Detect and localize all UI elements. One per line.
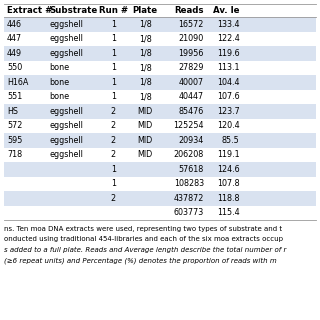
Text: 1: 1 <box>111 179 116 188</box>
Text: (≥6 repeat units) and Percentage (%) denotes the proportion of reads with m: (≥6 repeat units) and Percentage (%) den… <box>4 258 277 264</box>
Text: 1: 1 <box>111 92 116 101</box>
Text: 57618: 57618 <box>179 165 204 174</box>
Text: 1/8: 1/8 <box>139 20 152 29</box>
Text: 1: 1 <box>111 20 116 29</box>
Text: 40447: 40447 <box>179 92 204 101</box>
Text: 107.8: 107.8 <box>217 179 240 188</box>
Text: s added to a full plate. Reads and Average length describe the total number of r: s added to a full plate. Reads and Avera… <box>4 247 286 253</box>
Text: 27829: 27829 <box>178 63 204 72</box>
Bar <box>4 4 316 17</box>
Text: eggshell: eggshell <box>49 34 83 43</box>
Bar <box>4 133 316 148</box>
Text: 595: 595 <box>7 136 22 145</box>
Text: 123.7: 123.7 <box>217 107 240 116</box>
Text: 122.4: 122.4 <box>217 34 240 43</box>
Text: 2: 2 <box>111 121 116 130</box>
Text: 108283: 108283 <box>174 179 204 188</box>
Text: 718: 718 <box>7 150 22 159</box>
Text: 85476: 85476 <box>179 107 204 116</box>
Text: 449: 449 <box>7 49 22 58</box>
Text: Reads: Reads <box>174 6 204 15</box>
Text: 133.4: 133.4 <box>217 20 240 29</box>
Text: 1: 1 <box>111 78 116 87</box>
Text: 2: 2 <box>111 136 116 145</box>
Bar <box>4 162 316 177</box>
Bar <box>4 118 316 133</box>
Text: eggshell: eggshell <box>49 136 83 145</box>
Text: onducted using traditional 454-libraries and each of the six moa extracts occup: onducted using traditional 454-libraries… <box>4 236 283 243</box>
Text: 113.1: 113.1 <box>217 63 240 72</box>
Text: 1/8: 1/8 <box>139 49 152 58</box>
Text: 1/8: 1/8 <box>139 34 152 43</box>
Text: 437872: 437872 <box>173 194 204 203</box>
Text: 16572: 16572 <box>179 20 204 29</box>
Text: 120.4: 120.4 <box>217 121 240 130</box>
Text: eggshell: eggshell <box>49 20 83 29</box>
Text: 2: 2 <box>111 150 116 159</box>
Text: 20934: 20934 <box>179 136 204 145</box>
Text: 1: 1 <box>111 34 116 43</box>
Text: 2: 2 <box>111 107 116 116</box>
Bar <box>4 17 316 31</box>
Text: 119.1: 119.1 <box>217 150 240 159</box>
Text: 125254: 125254 <box>173 121 204 130</box>
Text: MID: MID <box>138 150 153 159</box>
Text: MID: MID <box>138 121 153 130</box>
Text: 572: 572 <box>7 121 22 130</box>
Bar <box>4 104 316 118</box>
Text: 118.8: 118.8 <box>217 194 240 203</box>
Text: 124.6: 124.6 <box>217 165 240 174</box>
Text: 1: 1 <box>111 49 116 58</box>
Text: 2: 2 <box>111 194 116 203</box>
Text: bone: bone <box>49 63 69 72</box>
Text: 550: 550 <box>7 63 22 72</box>
Text: eggshell: eggshell <box>49 121 83 130</box>
Text: Run #: Run # <box>99 6 128 15</box>
Text: eggshell: eggshell <box>49 49 83 58</box>
Bar <box>4 31 316 46</box>
Bar <box>4 191 316 205</box>
Text: Av. le: Av. le <box>213 6 240 15</box>
Text: bone: bone <box>49 92 69 101</box>
Text: 551: 551 <box>7 92 22 101</box>
Text: bone: bone <box>49 78 69 87</box>
Text: 1: 1 <box>111 165 116 174</box>
Text: 115.4: 115.4 <box>217 208 240 217</box>
Text: 85.5: 85.5 <box>222 136 240 145</box>
Text: 21090: 21090 <box>179 34 204 43</box>
Text: MID: MID <box>138 107 153 116</box>
Text: eggshell: eggshell <box>49 107 83 116</box>
Text: H16A: H16A <box>7 78 28 87</box>
Text: MID: MID <box>138 136 153 145</box>
Text: Extract #: Extract # <box>7 6 52 15</box>
Text: 19956: 19956 <box>179 49 204 58</box>
Text: Plate: Plate <box>132 6 158 15</box>
Text: Substrate: Substrate <box>49 6 97 15</box>
Text: 1/8: 1/8 <box>139 78 152 87</box>
Bar <box>4 177 316 191</box>
Text: ns. Ten moa DNA extracts were used, representing two types of substrate and t: ns. Ten moa DNA extracts were used, repr… <box>4 226 282 232</box>
Text: 1/8: 1/8 <box>139 92 152 101</box>
Text: HS: HS <box>7 107 18 116</box>
Text: 1: 1 <box>111 63 116 72</box>
Text: 446: 446 <box>7 20 22 29</box>
Text: 40007: 40007 <box>179 78 204 87</box>
Text: 603773: 603773 <box>173 208 204 217</box>
Bar <box>4 46 316 60</box>
Text: 1/8: 1/8 <box>139 63 152 72</box>
Text: 447: 447 <box>7 34 22 43</box>
Bar <box>4 90 316 104</box>
Text: 206208: 206208 <box>173 150 204 159</box>
Text: 107.6: 107.6 <box>217 92 240 101</box>
Bar <box>4 75 316 90</box>
Bar <box>4 205 316 220</box>
Text: 104.4: 104.4 <box>217 78 240 87</box>
Bar <box>4 60 316 75</box>
Bar <box>4 148 316 162</box>
Text: 119.6: 119.6 <box>217 49 240 58</box>
Text: eggshell: eggshell <box>49 150 83 159</box>
